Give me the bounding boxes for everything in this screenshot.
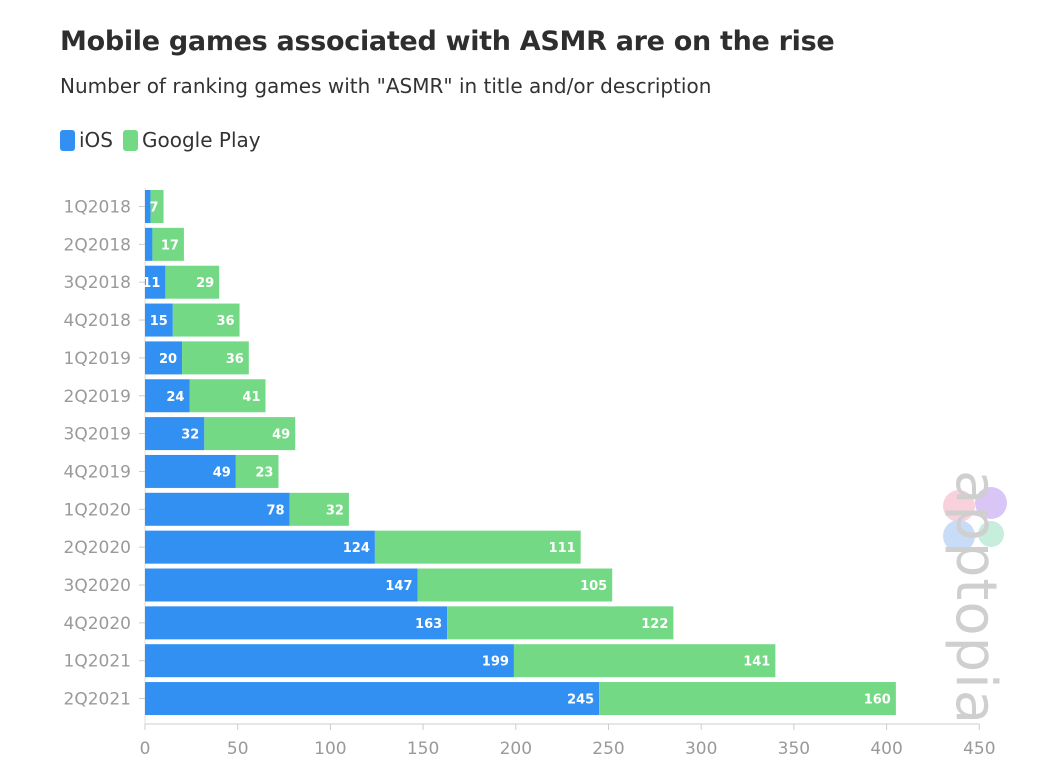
- data-label-ios: 32: [181, 428, 199, 443]
- data-label-ios: 199: [482, 655, 509, 670]
- data-label-ios: 15: [150, 314, 168, 329]
- y-tick-label: 2Q2019: [64, 387, 131, 407]
- data-label-ios: 124: [343, 541, 370, 556]
- y-tick-label: 4Q2020: [64, 614, 131, 634]
- y-tick-label: 1Q2018: [64, 198, 131, 218]
- bar-ios: [145, 492, 290, 526]
- x-tick-label: 300: [685, 739, 717, 759]
- x-tick-label: 400: [870, 739, 902, 759]
- data-label-google-play: 7: [149, 201, 158, 216]
- y-tick-label: 1Q2019: [64, 349, 131, 369]
- data-label-ios: 245: [567, 693, 594, 708]
- bar-ios: [145, 379, 190, 413]
- legend-label-google-play: Google Play: [142, 128, 261, 152]
- y-tick-label: 4Q2018: [64, 311, 131, 331]
- bar-google-play: [182, 341, 249, 375]
- apptopia-watermark: apptopia: [938, 225, 1010, 725]
- y-tick-label: 3Q2018: [64, 273, 131, 293]
- bar-google-play: [150, 190, 164, 223]
- data-label-ios: 78: [267, 503, 285, 518]
- bar-google-play: [289, 492, 349, 526]
- chart-legend: iOS Google Play: [60, 128, 271, 152]
- bar-ios: [145, 227, 153, 261]
- data-label-ios: 49: [213, 465, 231, 480]
- x-tick-label: 50: [227, 739, 249, 759]
- data-label-ios: 11: [142, 276, 160, 291]
- data-label-ios: 147: [385, 579, 412, 594]
- bar-ios: [145, 190, 151, 223]
- bar-google-play: [374, 530, 581, 564]
- y-tick-label: 2Q2021: [64, 690, 131, 710]
- y-tick-label: 4Q2019: [64, 462, 131, 482]
- data-label-ios: 20: [159, 352, 177, 367]
- bar-ios: [145, 568, 418, 602]
- data-label-google-play: 36: [216, 314, 234, 329]
- bar-google-play: [152, 227, 184, 261]
- data-label-google-play: 41: [242, 390, 260, 405]
- bar-ios: [145, 341, 183, 375]
- data-label-google-play: 36: [226, 352, 244, 367]
- data-label-google-play: 17: [161, 238, 179, 253]
- bar-google-play: [165, 265, 220, 299]
- apptopia-watermark-text: apptopia: [943, 470, 1008, 726]
- data-label-google-play: 23: [255, 465, 273, 480]
- data-label-google-play: 122: [641, 617, 668, 632]
- chart-subtitle: Number of ranking games with "ASMR" in t…: [60, 74, 712, 98]
- apptopia-logo-icon: [943, 487, 1007, 552]
- y-tick-label: 2Q2018: [64, 235, 131, 255]
- bar-ios: [145, 606, 448, 640]
- bar-google-play: [417, 568, 613, 602]
- y-tick-label: 2Q2020: [64, 538, 131, 558]
- data-label-google-play: 32: [326, 503, 344, 518]
- x-tick-label: 150: [407, 739, 439, 759]
- legend-swatch-ios: [60, 129, 75, 151]
- data-label-google-play: 111: [549, 541, 576, 556]
- y-tick-label: 1Q2020: [64, 500, 131, 520]
- data-label-google-play: 105: [580, 579, 607, 594]
- data-label-google-play: 141: [743, 655, 770, 670]
- data-label-google-play: 29: [196, 276, 214, 291]
- bar-ios: [145, 417, 205, 451]
- x-tick-label: 250: [592, 739, 624, 759]
- bar-ios: [145, 530, 375, 564]
- bar-google-play: [204, 417, 296, 451]
- data-label-google-play: 160: [864, 693, 891, 708]
- x-tick-label: 200: [500, 739, 532, 759]
- legend-label-ios: iOS: [79, 128, 113, 152]
- legend-swatch-google-play: [123, 129, 138, 151]
- bar-ios: [145, 454, 236, 488]
- bar-google-play: [235, 454, 279, 488]
- bar-google-play: [189, 379, 266, 413]
- y-tick-label: 3Q2019: [64, 425, 131, 445]
- data-label-ios: 163: [415, 617, 442, 632]
- legend-item-ios[interactable]: iOS: [60, 128, 113, 152]
- y-tick-label: 3Q2020: [64, 576, 131, 596]
- bar-ios: [145, 682, 600, 716]
- chart-title: Mobile games associated with ASMR are on…: [60, 26, 835, 57]
- bar-google-play: [513, 644, 776, 678]
- bar-google-play: [172, 303, 240, 337]
- bar-google-play: [599, 682, 896, 716]
- bar-google-play: [447, 606, 674, 640]
- data-label-google-play: 49: [272, 428, 290, 443]
- data-label-ios: 24: [166, 390, 184, 405]
- legend-item-google-play[interactable]: Google Play: [123, 128, 261, 152]
- x-tick-label: 0: [140, 739, 151, 759]
- x-tick-label: 100: [314, 739, 346, 759]
- x-tick-label: 450: [963, 739, 995, 759]
- bar-ios: [145, 303, 173, 337]
- x-tick-label: 350: [778, 739, 810, 759]
- y-tick-label: 1Q2021: [64, 652, 131, 672]
- bar-ios: [145, 644, 514, 678]
- bar-ios: [145, 265, 166, 299]
